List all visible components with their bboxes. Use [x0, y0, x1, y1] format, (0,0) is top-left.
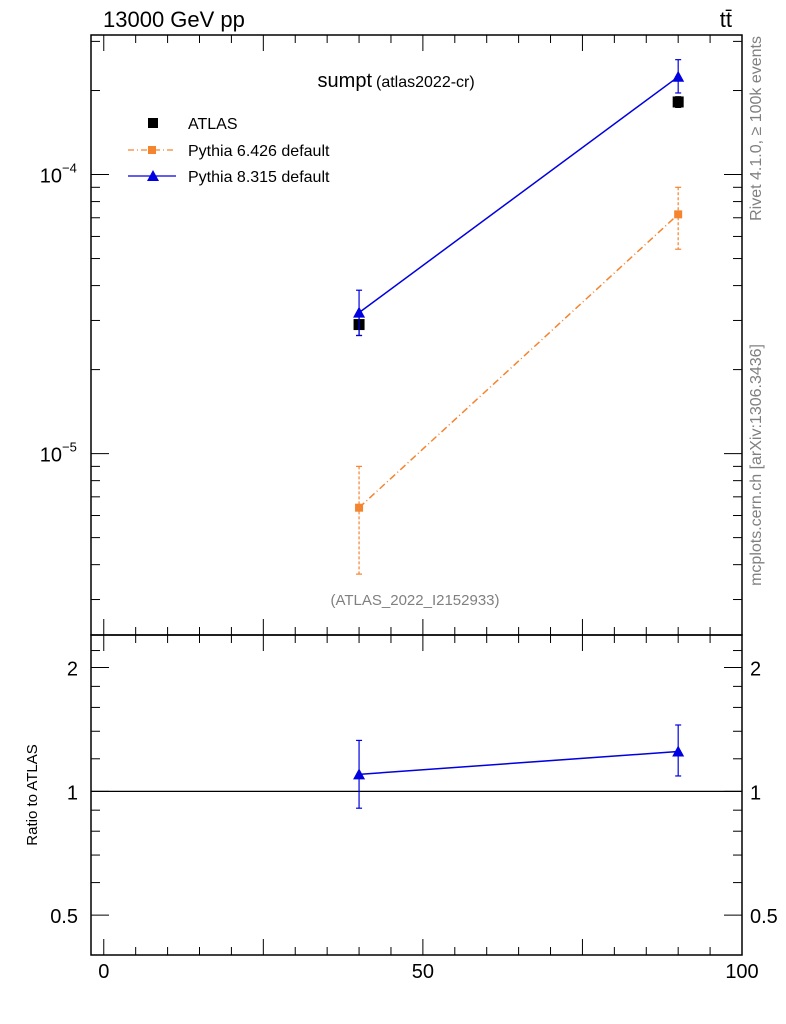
- ratio-y-tick-label-left: 1: [67, 782, 78, 804]
- series-line-pythia6: [358, 213, 679, 509]
- mcplots-label: mcplots.cern.ch [arXiv:1306.3436]: [748, 344, 765, 586]
- y-tick-label: 10: [40, 445, 62, 467]
- legend-label-atlas: ATLAS: [188, 116, 238, 133]
- main-y-tick-labels: 10−510−410−3: [40, 161, 77, 467]
- legend-label-pythia8: Pythia 8.315 default: [188, 169, 330, 186]
- x-tick-label: 0: [98, 961, 109, 983]
- ratio-panel: 0.5 0.5 1 1 2 2 0 50 100 Ratio to ATLAS: [24, 634, 778, 983]
- ratio-y-tick-labels: 0.5 0.5 1 1 2 2: [50, 659, 778, 929]
- ratio-frame: [90, 634, 743, 956]
- ratio-data-point: [672, 745, 685, 757]
- ratio-y-tick-label-left: 0.5: [50, 906, 78, 928]
- legend-marker-pythia6: [148, 146, 156, 154]
- ratio-y-tick-label-left: 2: [67, 659, 78, 681]
- main-data: [353, 59, 685, 575]
- legend-marker-atlas: [148, 118, 158, 128]
- ratio-y-tick-label-right: 1: [750, 782, 761, 804]
- ratio-ticks: [91, 634, 743, 956]
- header-left-label: 13000 GeV pp: [103, 7, 245, 32]
- y-tick-label: 10: [40, 166, 62, 188]
- legend: ATLAS Pythia 6.426 default Pythia 8.315 …: [128, 116, 330, 186]
- data-point-pythia8: [672, 70, 685, 82]
- data-point-pythia6: [355, 503, 364, 512]
- ratio-data: [353, 724, 685, 809]
- ratio-series-line: [359, 750, 679, 776]
- main-title: sumpt: [318, 70, 373, 92]
- rivet-label: Rivet 4.1.0, ≥ 100k events: [748, 36, 765, 221]
- data-point-pythia6: [674, 210, 683, 219]
- main-ticks: [91, 35, 743, 635]
- y-tick-label-exponent: −4: [62, 161, 77, 176]
- analysis-watermark: (ATLAS_2022_I2152933): [330, 592, 499, 609]
- series-line-pythia8: [358, 76, 679, 314]
- x-tick-label: 100: [725, 961, 758, 983]
- legend-label-pythia6: Pythia 6.426 default: [188, 143, 330, 160]
- x-tick-label: 50: [412, 961, 434, 983]
- main-panel: 10−510−410−3 sumpt (atlas2022-cr) (ATLAS…: [40, 34, 743, 636]
- legend-marker-pythia8: [147, 170, 159, 181]
- ratio-y-tick-label-right: 0.5: [750, 906, 778, 928]
- header-right-label: tt̄: [720, 7, 732, 32]
- y-tick-label-exponent: −5: [62, 440, 77, 455]
- main-subtitle: (atlas2022-cr): [376, 74, 475, 91]
- data-point-pythia8: [353, 306, 366, 318]
- ratio-ylabel: Ratio to ATLAS: [24, 744, 41, 845]
- data-point-atlas: [672, 96, 684, 108]
- ratio-data-point: [353, 768, 366, 780]
- ratio-y-tick-label-right: 2: [750, 659, 761, 681]
- ratio-x-tick-labels: 0 50 100: [98, 961, 758, 983]
